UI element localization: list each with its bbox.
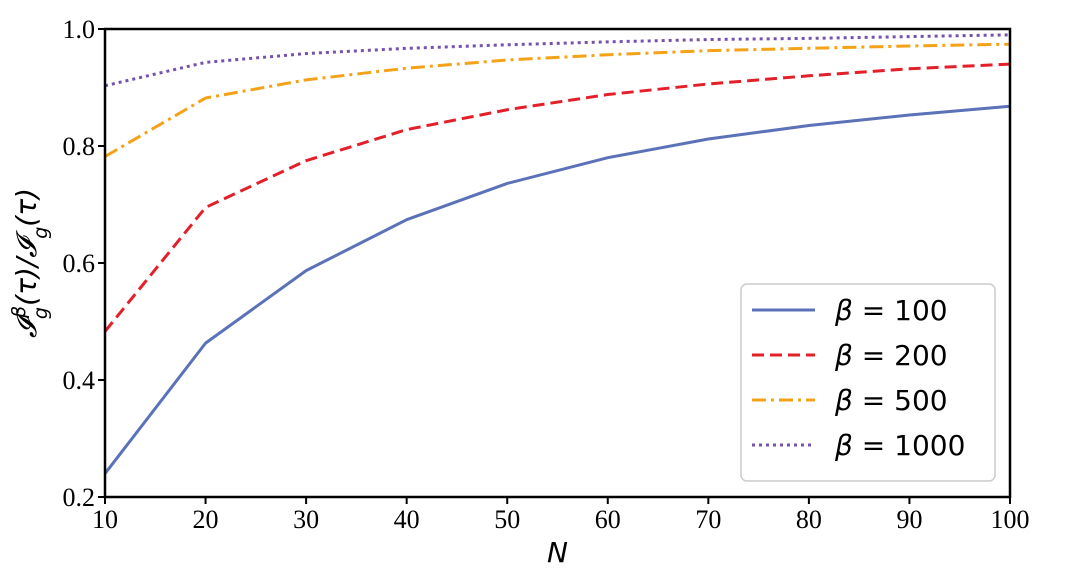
- legend-beta-symbol: β: [834, 294, 853, 327]
- y-label-sup: β: [8, 306, 30, 319]
- x-tick-label: 20: [193, 505, 219, 534]
- x-tick-label: 80: [796, 505, 822, 534]
- legend-box: [740, 283, 996, 482]
- y-tick-label: 1.0: [63, 15, 96, 44]
- x-tick-label: 40: [394, 505, 420, 534]
- legend-beta-value: = 500: [853, 384, 948, 417]
- y-label-tau: (τ)/𝓘: [10, 230, 43, 306]
- series-line-4: [104, 33, 1011, 88]
- legend-beta-symbol: β: [834, 384, 853, 417]
- y-tick-label: 0.4: [63, 366, 96, 395]
- legend-beta-symbol: β: [834, 429, 853, 462]
- y-axis-label-text: 𝓘gβ(τ)/𝓘g(τ): [8, 188, 52, 338]
- y-label-sub: g: [30, 307, 52, 319]
- y-tick-label: 0.2: [63, 483, 96, 512]
- series-line-1: [103, 104, 1011, 475]
- legend-beta-value: = 1000: [853, 429, 966, 462]
- legend-beta-value: = 200: [853, 339, 948, 372]
- series-line-3: [104, 42, 1011, 158]
- y-tick-label: 0.8: [63, 132, 96, 161]
- x-tick-label: 50: [494, 505, 520, 534]
- legend-label-3: β = 500: [834, 384, 948, 417]
- y-label-tau2: (τ): [10, 188, 43, 227]
- legend-label-4: β = 1000: [834, 429, 965, 462]
- legend-beta-value: = 100: [853, 294, 948, 327]
- legend-label-2: β = 200: [834, 339, 948, 372]
- x-tick-label: 30: [293, 505, 319, 534]
- axis-ticks: 10 20 30 40 50 60 70 80 90 100 0.2 0.4 0.6 0.8 1.0: [63, 15, 1030, 534]
- series-line-2: [103, 62, 1011, 333]
- x-tick-label: 100: [991, 505, 1030, 534]
- legend-label-1: β = 100: [834, 294, 948, 327]
- x-axis-label: N: [547, 536, 568, 568]
- plot-area: [103, 33, 1011, 475]
- x-tick-label: 10: [92, 505, 118, 534]
- y-tick-label: 0.6: [63, 249, 96, 278]
- legend-beta-symbol: β: [834, 339, 853, 372]
- y-axis-label: 𝓘gβ(τ)/𝓘g(τ): [8, 188, 52, 338]
- x-tick-label: 60: [595, 505, 621, 534]
- y-label-sub2: g: [30, 227, 52, 239]
- x-tick-label: 70: [695, 505, 721, 534]
- x-tick-label: 90: [896, 505, 922, 534]
